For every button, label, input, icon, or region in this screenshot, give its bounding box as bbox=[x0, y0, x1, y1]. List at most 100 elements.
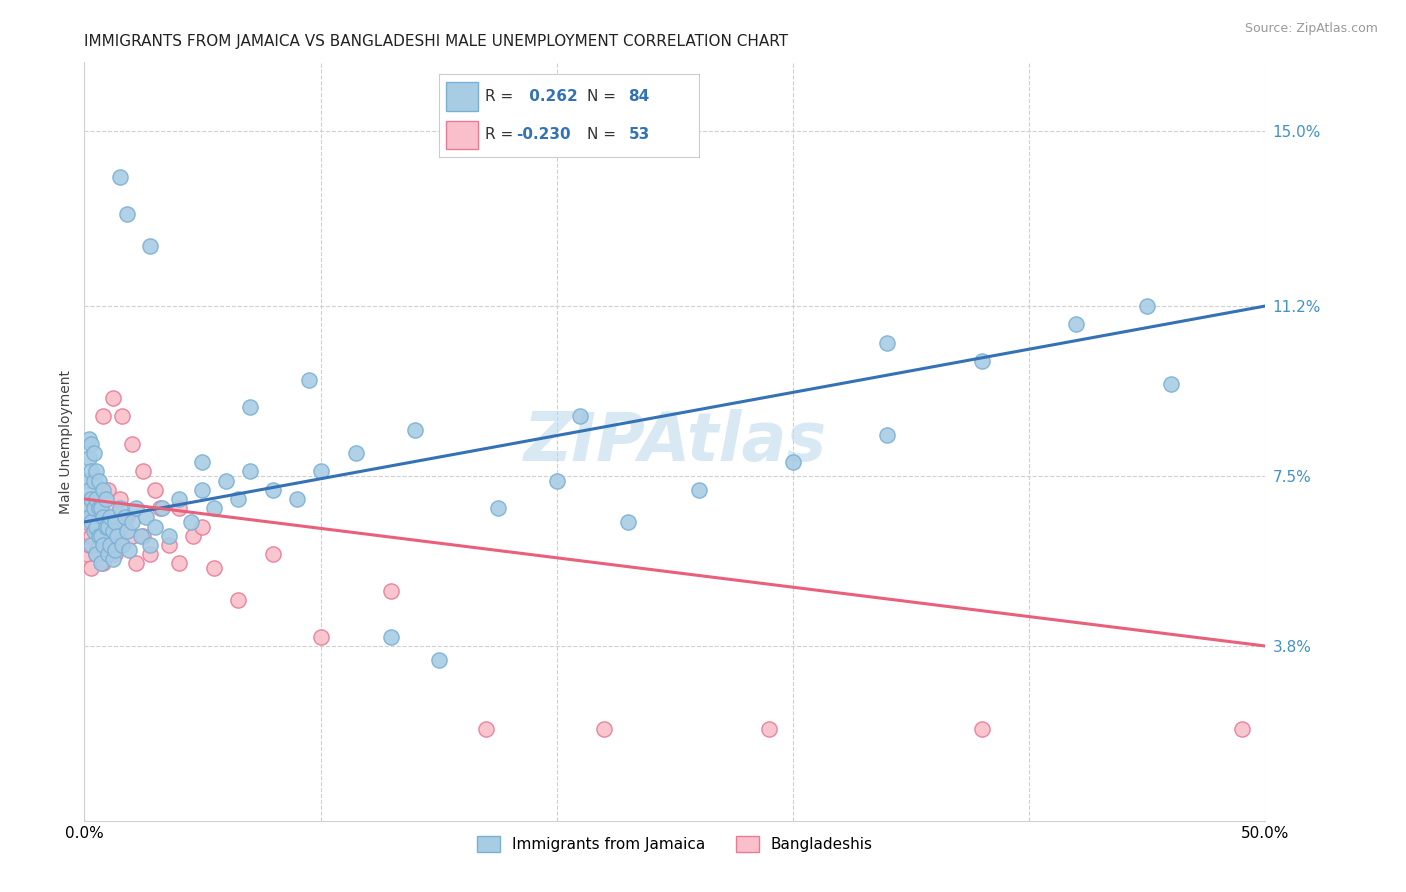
Point bbox=[1230, 722, 1253, 736]
Point bbox=[167, 491, 190, 506]
Point bbox=[143, 483, 166, 497]
Text: Source: ZipAtlas.com: Source: ZipAtlas.com bbox=[1244, 22, 1378, 36]
Point bbox=[77, 510, 100, 524]
Point bbox=[309, 630, 332, 644]
Point bbox=[104, 547, 127, 561]
Point bbox=[84, 519, 107, 533]
Point bbox=[91, 538, 114, 552]
Point bbox=[475, 722, 498, 736]
Point bbox=[262, 547, 284, 561]
Point bbox=[616, 515, 638, 529]
Point bbox=[76, 547, 98, 561]
Point bbox=[149, 501, 172, 516]
Point bbox=[107, 529, 129, 543]
Point bbox=[108, 501, 131, 516]
Point bbox=[104, 515, 127, 529]
Point bbox=[80, 501, 103, 516]
Point bbox=[111, 538, 134, 552]
Point bbox=[83, 524, 105, 538]
Point bbox=[111, 538, 134, 552]
Point bbox=[87, 529, 110, 543]
Point bbox=[80, 529, 103, 543]
Point bbox=[94, 491, 117, 506]
Point bbox=[1136, 299, 1159, 313]
Point bbox=[132, 529, 155, 543]
Point bbox=[593, 722, 616, 736]
Point bbox=[135, 510, 157, 524]
Point bbox=[90, 529, 112, 543]
Point bbox=[167, 557, 190, 571]
Point bbox=[226, 491, 249, 506]
Point bbox=[262, 483, 284, 497]
Point bbox=[97, 547, 120, 561]
Point bbox=[87, 501, 110, 516]
Point bbox=[181, 529, 204, 543]
Point bbox=[108, 170, 131, 185]
Point bbox=[84, 547, 107, 561]
Point bbox=[91, 557, 114, 571]
Point bbox=[191, 519, 214, 533]
Point bbox=[90, 501, 112, 516]
Point bbox=[83, 519, 105, 533]
Point bbox=[80, 561, 103, 575]
Point bbox=[129, 529, 152, 543]
Point bbox=[157, 538, 180, 552]
Point bbox=[83, 501, 105, 516]
Point bbox=[101, 501, 124, 516]
Point bbox=[76, 501, 98, 516]
Point bbox=[150, 501, 173, 516]
Point bbox=[90, 557, 112, 571]
Point bbox=[83, 491, 105, 506]
Point bbox=[125, 501, 148, 516]
Point bbox=[101, 524, 124, 538]
Point bbox=[107, 519, 129, 533]
Point bbox=[76, 515, 98, 529]
Point bbox=[876, 335, 898, 350]
Point bbox=[121, 529, 143, 543]
Point bbox=[76, 474, 98, 488]
Point bbox=[84, 491, 107, 506]
Point bbox=[139, 538, 162, 552]
Point bbox=[111, 409, 134, 424]
Point bbox=[94, 538, 117, 552]
Point bbox=[104, 542, 127, 557]
Point bbox=[115, 510, 138, 524]
Point bbox=[876, 427, 898, 442]
Point bbox=[118, 542, 141, 557]
Point bbox=[97, 483, 120, 497]
Point bbox=[87, 538, 110, 552]
Point bbox=[87, 510, 110, 524]
Point bbox=[80, 437, 103, 451]
Point bbox=[285, 491, 308, 506]
Point bbox=[80, 464, 103, 478]
Point bbox=[83, 474, 105, 488]
Point bbox=[90, 501, 112, 516]
Point bbox=[143, 519, 166, 533]
Point bbox=[1160, 377, 1182, 392]
Point bbox=[239, 400, 262, 414]
Point bbox=[239, 464, 262, 478]
Point bbox=[191, 483, 214, 497]
Point bbox=[91, 483, 114, 497]
Text: IMMIGRANTS FROM JAMAICA VS BANGLADESHI MALE UNEMPLOYMENT CORRELATION CHART: IMMIGRANTS FROM JAMAICA VS BANGLADESHI M… bbox=[84, 34, 789, 49]
Point bbox=[298, 372, 321, 386]
Point bbox=[108, 491, 131, 506]
Point bbox=[782, 455, 804, 469]
Legend: Immigrants from Jamaica, Bangladeshis: Immigrants from Jamaica, Bangladeshis bbox=[471, 830, 879, 858]
Point bbox=[115, 207, 138, 221]
Point bbox=[132, 464, 155, 478]
Point bbox=[84, 515, 107, 529]
Point bbox=[98, 529, 121, 543]
Point bbox=[380, 583, 402, 598]
Point bbox=[80, 515, 103, 529]
Point bbox=[94, 519, 117, 533]
Point bbox=[191, 455, 214, 469]
Point bbox=[139, 547, 162, 561]
Point bbox=[404, 423, 426, 437]
Point bbox=[309, 464, 332, 478]
Point bbox=[91, 519, 114, 533]
Point bbox=[114, 510, 136, 524]
Point bbox=[202, 561, 225, 575]
Point bbox=[91, 510, 114, 524]
Point bbox=[77, 483, 100, 497]
